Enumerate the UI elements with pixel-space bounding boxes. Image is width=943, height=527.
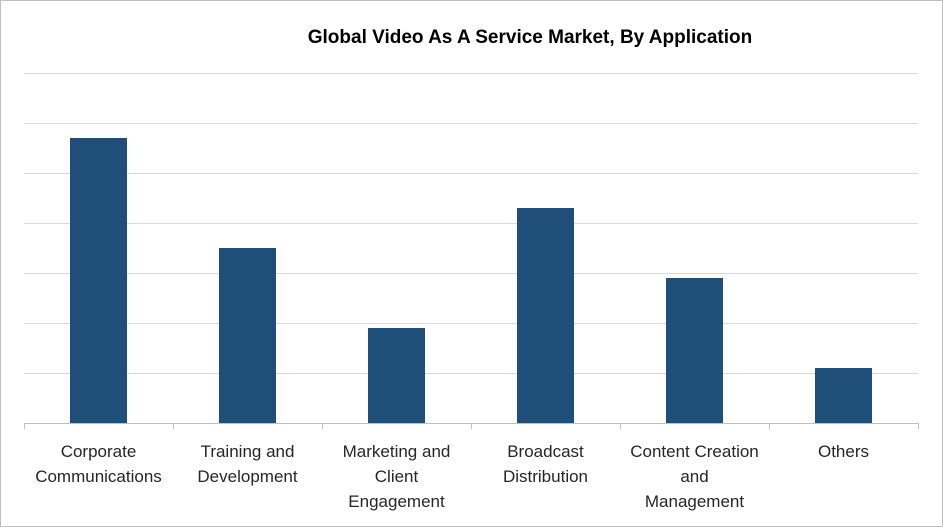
category-label-3: Marketing and Client Engagement xyxy=(343,442,451,511)
category-label-line: Communications xyxy=(35,467,162,486)
category-label-line: Corporate xyxy=(61,442,137,461)
chart-title: Global Video As A Service Market, By App… xyxy=(308,27,753,48)
bars xyxy=(70,138,872,423)
bar-5 xyxy=(666,278,723,423)
category-label-line: Content Creation xyxy=(630,442,759,461)
category-label-1: Corporate Communications xyxy=(35,442,162,486)
bar-6 xyxy=(815,368,872,423)
category-label-4: Broadcast Distribution xyxy=(503,442,588,486)
category-label-5: Content Creation and Management xyxy=(630,442,759,511)
category-label-line: Others xyxy=(818,442,869,461)
category-labels: Corporate Communications Training and Devel… xyxy=(35,442,869,511)
category-label-line: Development xyxy=(197,467,297,486)
bar-4 xyxy=(517,208,574,423)
bar-3 xyxy=(368,328,425,423)
bar-1 xyxy=(70,138,127,423)
category-label-line: Training and xyxy=(201,442,295,461)
category-label-line: Broadcast xyxy=(507,442,584,461)
category-label-6: Others xyxy=(818,442,869,461)
gridlines xyxy=(24,73,918,374)
category-label-line: Management xyxy=(645,492,745,511)
category-label-line: Distribution xyxy=(503,467,588,486)
x-axis xyxy=(24,423,919,429)
category-label-line: Client xyxy=(375,467,419,486)
category-label-line: Marketing and xyxy=(343,442,451,461)
category-label-line: and xyxy=(680,467,708,486)
category-label-2: Training and Development xyxy=(197,442,297,486)
category-label-line: Engagement xyxy=(348,492,445,511)
bar-2 xyxy=(219,248,276,423)
